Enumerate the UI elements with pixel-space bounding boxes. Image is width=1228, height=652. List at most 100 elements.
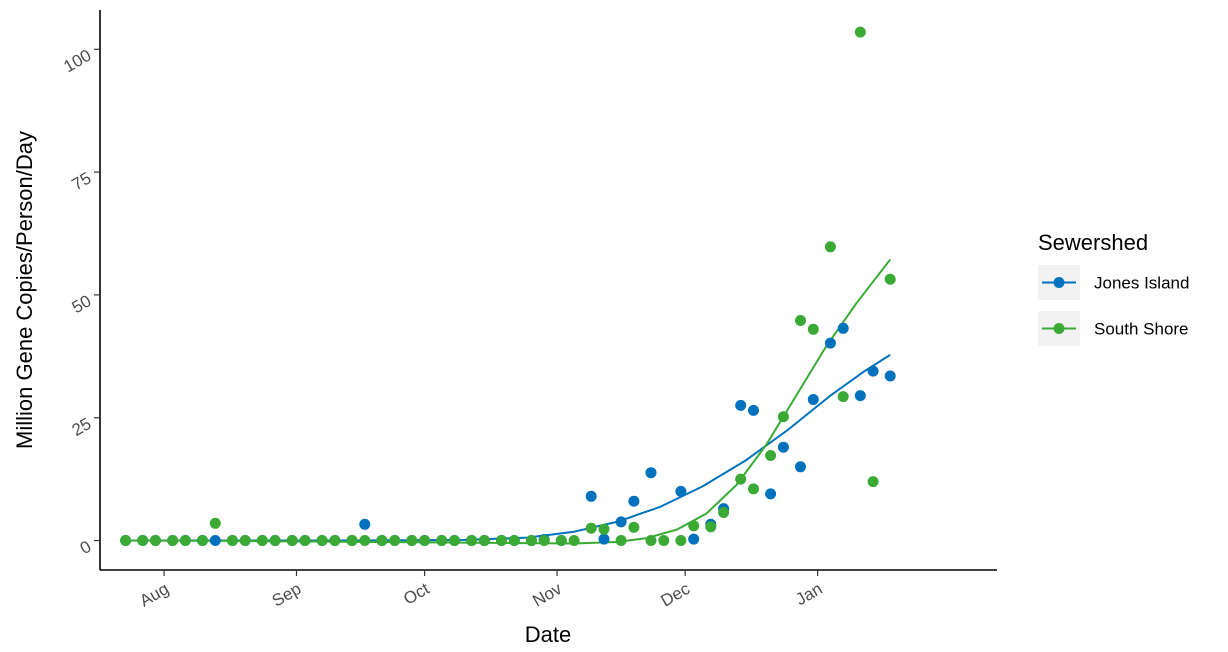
data-point bbox=[615, 535, 627, 546]
data-point bbox=[466, 535, 478, 546]
data-point bbox=[496, 535, 507, 546]
data-point bbox=[150, 535, 161, 546]
legend-title: Sewershed bbox=[1038, 230, 1148, 255]
trend-line bbox=[125, 258, 891, 545]
data-point bbox=[688, 533, 700, 545]
y-tick-label: 0 bbox=[77, 537, 95, 558]
data-point bbox=[226, 535, 238, 546]
data-point bbox=[286, 535, 298, 546]
data-point bbox=[359, 535, 371, 546]
data-point bbox=[824, 241, 836, 253]
data-point bbox=[436, 535, 448, 546]
data-point bbox=[777, 441, 789, 453]
data-point bbox=[748, 404, 759, 416]
y-axis-title: Million Gene Copies/Person/Day bbox=[12, 131, 37, 449]
data-point bbox=[884, 370, 896, 382]
data-point bbox=[299, 535, 311, 546]
data-point bbox=[675, 485, 687, 497]
trend-line bbox=[125, 353, 891, 542]
data-point bbox=[376, 535, 388, 546]
data-point bbox=[239, 535, 251, 546]
data-point bbox=[854, 26, 866, 38]
data-point bbox=[615, 516, 627, 528]
trend-lines bbox=[125, 258, 891, 545]
x-tick-label: Sep bbox=[269, 579, 305, 611]
data-point bbox=[645, 535, 657, 546]
data-point bbox=[179, 535, 191, 546]
data-point bbox=[645, 467, 657, 479]
data-point bbox=[765, 488, 777, 500]
data-point bbox=[120, 535, 132, 546]
data-point bbox=[359, 518, 371, 530]
data-point bbox=[795, 315, 806, 326]
data-point bbox=[389, 535, 401, 546]
data-point bbox=[735, 473, 747, 485]
data-point bbox=[508, 535, 520, 546]
data-point bbox=[137, 535, 149, 546]
data-point bbox=[167, 535, 179, 546]
y-tick-label: 100 bbox=[60, 46, 94, 77]
data-points bbox=[120, 26, 896, 546]
y-axis-ticks: 0 25 50 75 100 bbox=[60, 46, 100, 558]
data-point bbox=[197, 535, 208, 546]
data-point bbox=[854, 390, 866, 402]
data-point bbox=[718, 507, 730, 518]
x-tick-label: Jan bbox=[792, 579, 825, 609]
data-point bbox=[765, 450, 777, 461]
data-point bbox=[419, 535, 431, 546]
legend-item-jones-island: Jones Island bbox=[1038, 265, 1189, 300]
legend-label-south-shore: South Shore bbox=[1094, 320, 1189, 339]
legend-item-south-shore: South Shore bbox=[1038, 311, 1189, 346]
x-tick-label: Dec bbox=[658, 579, 694, 611]
data-point bbox=[478, 535, 490, 546]
data-point bbox=[585, 490, 597, 502]
data-point bbox=[748, 483, 759, 495]
y-tick-label: 50 bbox=[69, 291, 95, 317]
data-point bbox=[688, 520, 700, 532]
legend-label-jones-island: Jones Island bbox=[1094, 274, 1189, 293]
data-point bbox=[705, 521, 717, 533]
data-point bbox=[555, 535, 567, 546]
data-point bbox=[824, 337, 836, 349]
x-tick-label: Aug bbox=[136, 579, 172, 611]
data-point bbox=[256, 535, 268, 546]
data-point bbox=[807, 394, 819, 405]
legend-key-point bbox=[1053, 323, 1065, 334]
data-point bbox=[538, 535, 550, 546]
plot-area bbox=[120, 26, 896, 546]
data-point bbox=[777, 411, 789, 423]
data-point bbox=[269, 535, 281, 546]
data-point bbox=[316, 535, 328, 546]
data-point bbox=[209, 535, 221, 546]
data-point bbox=[867, 476, 879, 488]
x-tick-label: Nov bbox=[529, 579, 565, 611]
data-point bbox=[867, 365, 879, 377]
y-tick-label: 25 bbox=[69, 414, 95, 440]
x-axis-title: Date bbox=[525, 622, 571, 647]
data-point bbox=[525, 535, 537, 546]
data-point bbox=[837, 391, 849, 403]
legend: Sewershed Jones Island South Shore bbox=[1038, 230, 1189, 346]
data-point bbox=[628, 521, 640, 533]
data-point bbox=[598, 523, 610, 535]
data-point bbox=[449, 535, 460, 546]
data-point bbox=[406, 535, 418, 546]
y-tick-label: 75 bbox=[69, 168, 95, 194]
data-point bbox=[795, 461, 806, 473]
data-point bbox=[735, 399, 747, 411]
data-point bbox=[628, 495, 640, 507]
data-point bbox=[807, 323, 819, 335]
data-point bbox=[585, 522, 597, 534]
x-tick-label: Oct bbox=[400, 579, 433, 609]
data-point bbox=[346, 535, 358, 546]
data-point bbox=[837, 322, 849, 334]
x-axis-ticks: Aug Sep Oct Nov Dec Jan bbox=[136, 570, 826, 611]
data-point bbox=[675, 535, 687, 546]
data-point bbox=[209, 517, 221, 529]
legend-key-point bbox=[1053, 277, 1065, 288]
data-point bbox=[884, 273, 896, 285]
data-point bbox=[329, 535, 341, 546]
data-point bbox=[568, 535, 580, 546]
data-point bbox=[658, 535, 670, 546]
